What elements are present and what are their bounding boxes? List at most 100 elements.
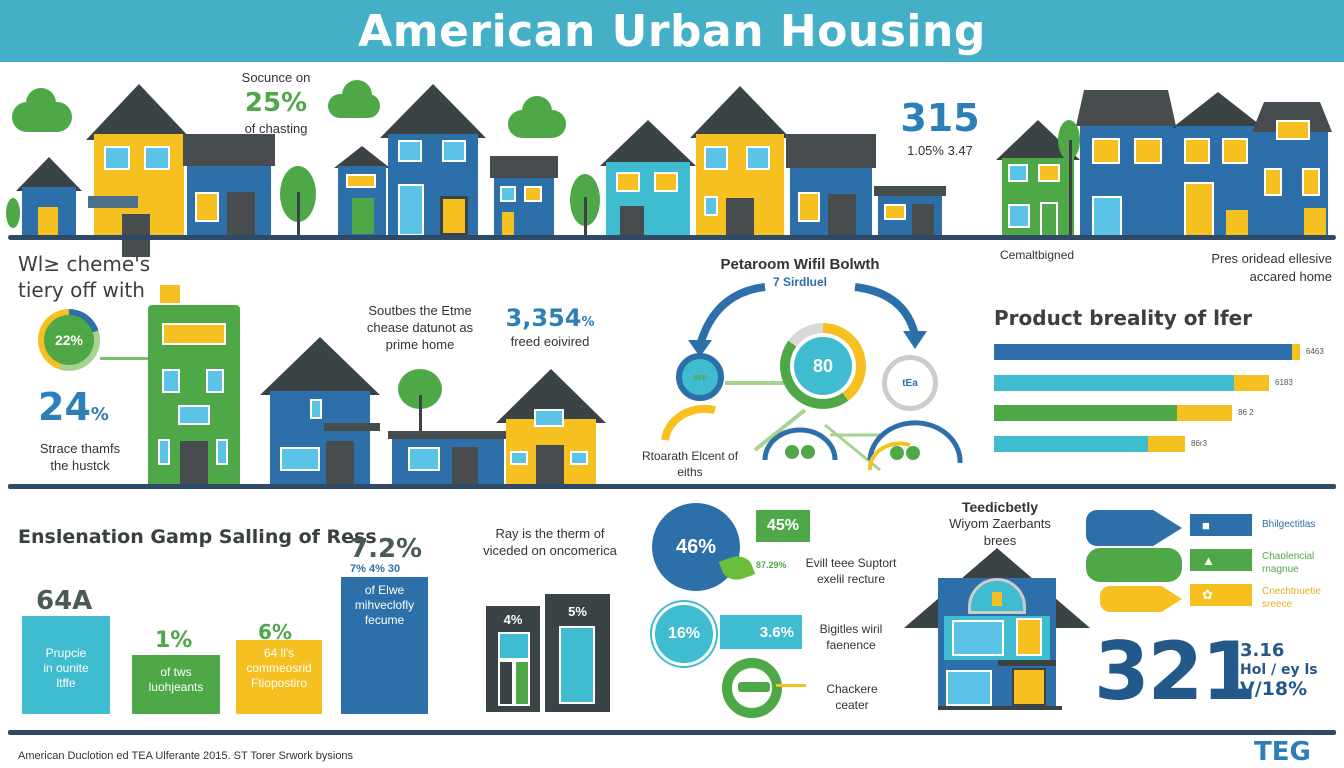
bar-primary	[994, 436, 1148, 452]
footer-logo: TEG	[1254, 737, 1311, 767]
bottom-left-title: Enslenation Gamp Salling of Ress	[18, 526, 377, 548]
big-number: 321	[1094, 625, 1257, 718]
left-node-icon: ere	[676, 353, 724, 401]
legend-bubble-green	[1086, 548, 1182, 582]
bottom-mid-title: Ray is the therm of viceded on oncomeric…	[483, 526, 617, 558]
house-illustration	[690, 86, 790, 237]
house-illustration	[1076, 90, 1332, 237]
house-illustration	[996, 120, 1080, 237]
diagram-title: Petaroom Wifil Bolwth	[720, 256, 880, 273]
stat-sub: 1.05% 3.47	[907, 143, 973, 159]
note-right: Pres oridead ellesive accared home	[1211, 251, 1332, 284]
house-illustration	[334, 146, 390, 237]
bar-annotation: 7% 4% 30	[350, 563, 401, 575]
featured-house-illustration	[904, 548, 1090, 710]
center-node-ring: 80	[780, 323, 866, 409]
house-illustration	[786, 134, 876, 237]
bar-secondary	[1292, 344, 1300, 360]
circle-text-2: Bigitles wiril faenence	[819, 622, 883, 652]
cloud-icon	[508, 96, 566, 138]
right-node-icon: tEa	[882, 355, 938, 411]
legend-label-blue: Bhilgectitlas	[1262, 519, 1316, 530]
bar-value-label: 86r3	[1191, 439, 1208, 448]
green-ring-icon	[722, 658, 782, 718]
footer-divider	[8, 730, 1336, 735]
bar-row-1: 6463	[994, 344, 1324, 360]
small-pct: 87.29%	[756, 560, 787, 570]
bar-value-label: 86 2	[1238, 408, 1254, 417]
legend-box-green: ▲	[1190, 549, 1252, 571]
skyline-stat-left: Socunce on 25% of chasting	[236, 70, 316, 138]
stat-value: 25%	[244, 87, 308, 118]
section-divider	[8, 484, 1336, 489]
house-illustration	[388, 431, 508, 485]
header-banner: American Urban Housing	[0, 0, 1344, 62]
bar-value: 7.2%	[350, 534, 423, 564]
house-illustration	[16, 157, 82, 237]
footer-source: American Duclotion ed TEA Ulferante 2015…	[18, 750, 354, 762]
big-stat-circle: 46%	[652, 503, 740, 591]
house-illustration	[496, 369, 606, 485]
stat-value: 315	[900, 96, 980, 140]
green-tag: 45%	[756, 510, 810, 542]
skyline-stat-right: 315 1.05% 3.47	[890, 94, 990, 160]
bar-secondary	[1177, 405, 1232, 421]
circle-text-3: Chackere ceater	[826, 682, 878, 712]
page-title: American Urban Housing	[358, 5, 986, 57]
note-left: Cemaltbigned	[1000, 248, 1075, 262]
stat-prefix: Socunce on	[241, 70, 311, 85]
bar-block-3: 64 ll's commeosrid Ftiopostiro	[236, 640, 322, 714]
bottom-right-title: Teedicbetly Wiyom Zaerbants brees	[949, 499, 1051, 549]
diagram-subtitle: 7 Sirdluel	[772, 275, 828, 289]
house-illustration	[183, 134, 275, 237]
house-illustration	[380, 84, 486, 237]
bar-row-2: 6183	[994, 375, 1293, 391]
bar-value-label: 6463	[1306, 347, 1324, 356]
diagram-caption: Rtoarath Elcent of eiths	[641, 449, 739, 479]
bar-primary	[994, 405, 1177, 421]
donut-value: 22%	[54, 332, 84, 348]
bar-row-4: 86r3	[994, 436, 1207, 452]
bar-row-3: 86 2	[994, 405, 1254, 421]
bar-value-label: 6183	[1275, 378, 1293, 387]
house-illustration	[600, 120, 696, 237]
home-icon: 80	[812, 355, 834, 376]
donut-chart: 22%	[38, 309, 100, 371]
stat-suffix: of chasting	[244, 120, 308, 136]
bar-secondary	[1234, 375, 1269, 391]
battery-bar-2: 5%	[545, 594, 610, 712]
bar-block-4: of Elwe mihveclofly fecume	[341, 577, 428, 714]
car-icon: ■	[1202, 517, 1210, 533]
legend-box-blue: ■	[1190, 514, 1252, 536]
teal-stat-circle: 16%	[652, 602, 716, 666]
big-stat: 24%	[38, 385, 109, 429]
plug-line	[776, 684, 806, 687]
cycle-diagram-section: Petaroom Wifil Bolwth 7 Sirdluel ere 80 …	[620, 245, 980, 485]
bar-primary	[994, 344, 1292, 360]
cloud-icon	[328, 80, 380, 118]
bar-value: 1%	[155, 628, 193, 653]
bar-value: 64A	[36, 586, 93, 616]
legend-bubble-blue	[1086, 510, 1182, 546]
house-illustration	[260, 337, 380, 485]
bar-chart-title: Product breality of lfer	[994, 306, 1253, 330]
cloud-icon	[12, 88, 72, 132]
battery-bar-1: 4%	[486, 606, 540, 712]
center-stat: 3,354% freed eoivired	[505, 304, 595, 350]
apartment-building-illustration	[148, 285, 240, 485]
cycle-arrows-icon	[661, 283, 963, 472]
skyline-ground-line	[8, 235, 1336, 240]
section-title: Wl≥ cheme's tiery off with	[18, 252, 151, 302]
legend-label-green: Chaolencial rnagnue	[1262, 551, 1315, 575]
circle-text-1: Evill teee Suptort exelil recture	[805, 556, 897, 586]
bar-block-2: of tws luohjeants	[132, 655, 220, 714]
bar-secondary	[1148, 436, 1185, 452]
middle-left-section: Wl≥ cheme's tiery off with 22% 24% Strac…	[0, 245, 640, 485]
bar-primary	[994, 375, 1234, 391]
big-stat-caption: Strace thamfs the hustck	[39, 441, 121, 473]
teal-tag: 3.6%	[720, 615, 802, 649]
big-number-side: 3.16 Hol / ey ls V/18%	[1240, 640, 1318, 701]
house-illustration	[874, 186, 946, 237]
tree-icon	[6, 198, 20, 228]
legend-bubble-yellow	[1100, 586, 1182, 612]
